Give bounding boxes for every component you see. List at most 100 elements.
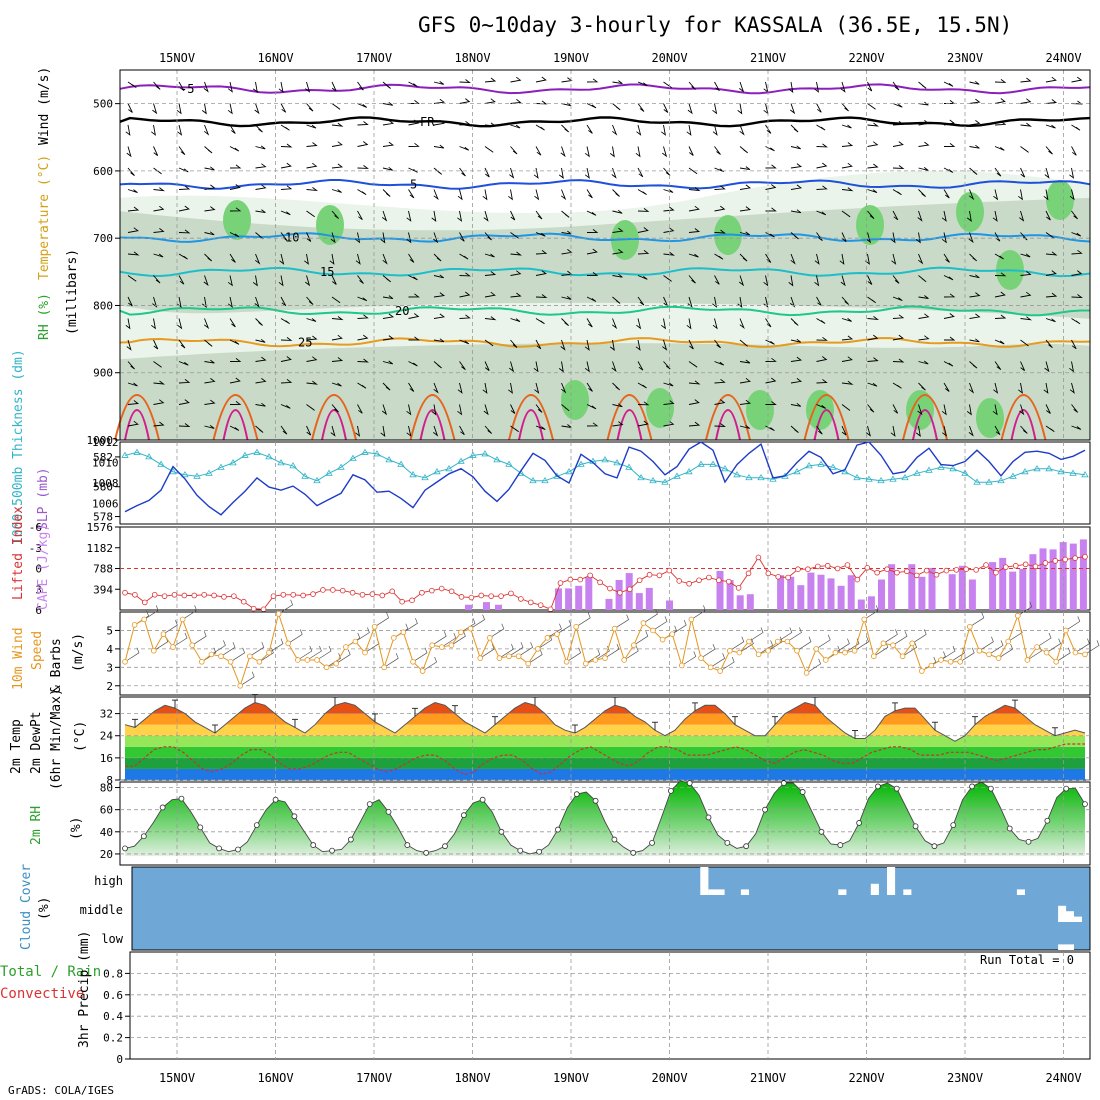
wind-barb [125, 124, 131, 136]
tick-label: 582 [93, 451, 113, 464]
rh-marker [743, 843, 750, 850]
wind-barb [790, 425, 799, 433]
precip-panel: 0 0.2 0.4 0.6 0.8 Run Total = 0 Total / Rain… [0, 931, 1091, 1066]
tick-label: 580 [93, 481, 113, 494]
wind-barb [382, 382, 391, 391]
li-marker [527, 599, 534, 606]
wind-barb [357, 189, 367, 195]
wind10m-marker [947, 658, 954, 665]
wind-barb [891, 253, 897, 265]
minmax-whisker [492, 716, 498, 725]
wind-barb [737, 296, 743, 308]
wind-barb [841, 296, 850, 305]
wind-barb [584, 339, 590, 351]
wind-barb [816, 318, 826, 324]
li-marker [250, 605, 257, 612]
wind-barb [841, 232, 847, 242]
wind10m-marker [1043, 649, 1050, 656]
wind-barb [255, 378, 267, 384]
cape-bar [918, 576, 926, 610]
thickness-marker [325, 469, 333, 476]
temp-contour-30 [311, 394, 357, 441]
wind-barb [712, 124, 718, 136]
rh-marker [479, 796, 486, 803]
wind10m-barb [384, 653, 399, 668]
thickness-marker [181, 471, 189, 478]
wind-barb [1071, 270, 1083, 276]
thickness-marker [853, 474, 861, 481]
wind-barb [790, 318, 799, 326]
wind10m-marker [1034, 644, 1040, 650]
wind10m-barb [729, 636, 745, 651]
wind-barb [382, 141, 395, 147]
wind-barb [433, 81, 444, 85]
wind-barb [941, 404, 947, 416]
wind-barb [433, 313, 446, 319]
wind10m-barb [624, 645, 639, 661]
wind10m-barb [988, 640, 1004, 655]
wind-barb [1071, 232, 1082, 237]
wind10m-barb [806, 658, 822, 674]
cloud-bar [903, 889, 912, 895]
temp-contour-30 [212, 394, 259, 441]
li-marker [270, 593, 277, 599]
wind10m-marker [525, 660, 531, 667]
wind-barb [408, 336, 420, 341]
rh-marker [856, 820, 863, 826]
wind10m-marker [986, 651, 992, 658]
wind-barb [918, 335, 930, 341]
slp-tick-label: 1006 [92, 498, 119, 511]
top-date-label: 20NOV [651, 51, 687, 65]
thickness-marker [397, 460, 405, 467]
footer: GrADS: COLA/IGES [8, 1084, 114, 1097]
thickness-marker [277, 459, 285, 466]
wind-barb [406, 425, 412, 437]
li-marker [745, 570, 752, 577]
wind-barb [816, 404, 826, 409]
tick-label: 600 [93, 165, 113, 178]
wind-barb [1071, 294, 1083, 299]
bottom-date-label: 21NOV [750, 1071, 786, 1085]
minmax-whisker [812, 696, 818, 706]
wind10m-barb [604, 643, 620, 659]
wind-barb [535, 425, 546, 431]
wind-barb [790, 253, 796, 265]
minmax-whisker [1052, 727, 1058, 736]
wind-barb [712, 318, 718, 330]
wind-barb [510, 76, 522, 83]
wind-barb [357, 358, 369, 363]
li-tick-label: 3 [35, 583, 42, 596]
wind10m-barb [211, 640, 226, 655]
wind-barb [688, 187, 701, 192]
wind-barb [176, 296, 182, 308]
wind-barb [612, 249, 624, 255]
wind-barb [153, 187, 165, 192]
wind10m-marker [342, 644, 349, 650]
wind10m-marker [189, 642, 196, 648]
cloud-bar [1066, 944, 1074, 950]
wind-barb [841, 210, 851, 218]
wind-barb [433, 425, 439, 437]
wind-barb [1071, 249, 1083, 255]
wind-barb [255, 356, 267, 362]
wind-barb [969, 292, 981, 298]
wind10m-barb [220, 642, 236, 657]
cape-bar [1029, 554, 1037, 610]
thickness-marker [1045, 465, 1053, 472]
wind-barb [841, 142, 854, 147]
wind-barb [204, 184, 216, 190]
cape-tick-label: 1576 [87, 521, 114, 534]
wind-barb [943, 189, 950, 199]
wind-barb [816, 143, 828, 148]
wind10m-marker [275, 611, 282, 617]
wind-barb [1045, 318, 1056, 323]
temp-contour-label: 10 [285, 231, 299, 245]
wind-barb [483, 210, 489, 222]
temp-contour-label: 15 [320, 265, 334, 279]
wind-barb [382, 313, 395, 319]
minmax-whisker [212, 724, 218, 733]
cape-bar [565, 588, 573, 610]
wind-barb [254, 296, 260, 308]
cape-tick-label: 394 [93, 583, 113, 596]
wind-barb [790, 103, 796, 115]
